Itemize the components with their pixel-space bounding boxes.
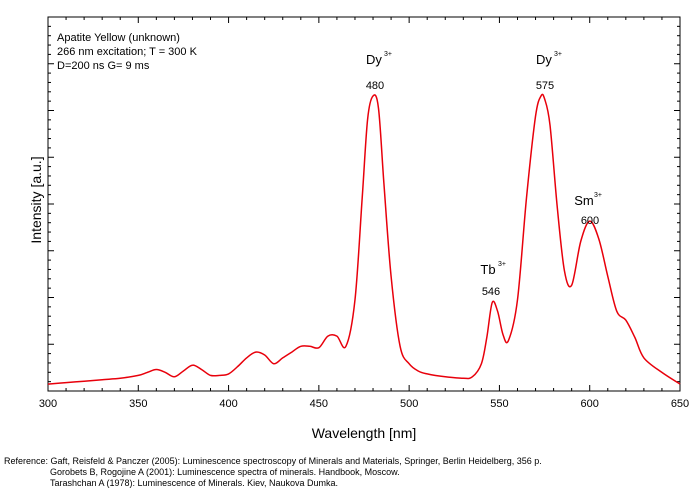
x-tick-label: 550 xyxy=(490,398,508,410)
peak-wavelength-label: 480 xyxy=(366,80,384,92)
ion-charge: 3+ xyxy=(554,51,562,58)
peak-wavelength-label: 546 xyxy=(482,286,500,298)
x-tick-label: 400 xyxy=(219,398,237,410)
ion-charge: 3+ xyxy=(594,192,602,199)
x-tick-label: 350 xyxy=(129,398,147,410)
reference-line-3: Tarashchan A (1978): Luminescence of Min… xyxy=(50,478,338,488)
axes: 300 350 400 450 500 550 600 650 xyxy=(39,16,689,410)
ion-label: Dy xyxy=(536,52,552,67)
info-line-3: D=200 ns G= 9 ms xyxy=(57,60,150,72)
ion-label: Dy xyxy=(366,52,382,67)
ion-charge: 3+ xyxy=(384,51,392,58)
ion-charge: 3+ xyxy=(498,261,506,268)
x-axis-label: Wavelength [nm] xyxy=(312,425,417,441)
x-tick-label: 650 xyxy=(671,398,689,410)
spectrum-line-group xyxy=(47,93,681,385)
spectrum-line xyxy=(47,93,681,385)
x-tick-label: 600 xyxy=(581,398,599,410)
ion-label: Sm xyxy=(574,193,594,208)
ion-label: Tb xyxy=(480,262,495,277)
y-axis-label: Intensity [a.u.] xyxy=(28,156,44,243)
info-line-2: 266 nm excitation; T = 300 K xyxy=(57,46,197,58)
x-tick-label: 300 xyxy=(39,398,57,410)
info-line-1: Apatite Yellow (unknown) xyxy=(57,32,180,44)
reference-line-1: Reference: Gaft, Reisfeld & Panczer (200… xyxy=(4,456,542,466)
peak-wavelength-label: 600 xyxy=(581,215,599,227)
x-tick-label: 500 xyxy=(400,398,418,410)
reference-line-2: Gorobets B, Rogojine A (2001): Luminesce… xyxy=(50,467,400,477)
peak-wavelength-label: 575 xyxy=(536,80,554,92)
x-tick-label: 450 xyxy=(310,398,328,410)
